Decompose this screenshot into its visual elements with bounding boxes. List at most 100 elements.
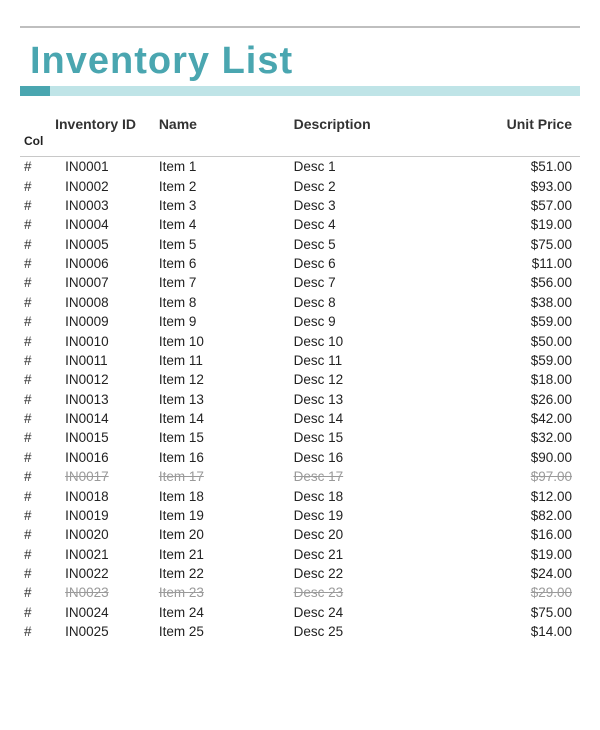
cell-unit-price: $75.00	[466, 235, 580, 254]
cell-inventory-id: IN0016	[51, 448, 155, 467]
row-marker: #	[20, 370, 51, 389]
col-label-text: Col	[24, 134, 43, 148]
cell-name: Item 17	[155, 467, 290, 486]
row-marker: #	[20, 254, 51, 273]
cell-name: Item 18	[155, 486, 290, 505]
table-row: #IN0018Item 18Desc 18$12.00	[20, 486, 580, 505]
cell-inventory-id: IN0015	[51, 428, 155, 447]
cell-description: Desc 6	[290, 254, 466, 273]
table-row: #IN0024Item 24Desc 24$75.00	[20, 603, 580, 622]
cell-inventory-id: IN0012	[51, 370, 155, 389]
cell-inventory-id: IN0021	[51, 545, 155, 564]
cell-inventory-id: IN0017	[51, 467, 155, 486]
row-marker: #	[20, 603, 51, 622]
cell-inventory-id: IN0019	[51, 506, 155, 525]
table-row: #IN0012Item 12Desc 12$18.00	[20, 370, 580, 389]
row-marker: #	[20, 409, 51, 428]
cell-unit-price: $93.00	[466, 176, 580, 195]
cell-unit-price: $51.00	[466, 157, 580, 177]
cell-description: Desc 4	[290, 215, 466, 234]
table-row: #IN0001Item 1Desc 1$51.00	[20, 157, 580, 177]
cell-unit-price: $90.00	[466, 448, 580, 467]
cell-unit-price: $50.00	[466, 331, 580, 350]
cell-name: Item 21	[155, 545, 290, 564]
table-row: #IN0013Item 13Desc 13$26.00	[20, 390, 580, 409]
inventory-list-page: Inventory List Col Inventory ID Name Des…	[0, 0, 600, 653]
cell-name: Item 12	[155, 370, 290, 389]
col-header-id: Inventory ID	[51, 112, 155, 157]
cell-description: Desc 17	[290, 467, 466, 486]
cell-unit-price: $59.00	[466, 351, 580, 370]
col-header-name: Name	[155, 112, 290, 157]
row-marker: #	[20, 176, 51, 195]
cell-name: Item 8	[155, 293, 290, 312]
row-marker: #	[20, 564, 51, 583]
cell-description: Desc 16	[290, 448, 466, 467]
table-body: #IN0001Item 1Desc 1$51.00#IN0002Item 2De…	[20, 157, 580, 642]
cell-name: Item 23	[155, 583, 290, 602]
cell-inventory-id: IN0025	[51, 622, 155, 641]
table-row: #IN0009Item 9Desc 9$59.00	[20, 312, 580, 331]
table-row: #IN0007Item 7Desc 7$56.00	[20, 273, 580, 292]
table-row: #IN0020Item 20Desc 20$16.00	[20, 525, 580, 544]
row-marker: #	[20, 486, 51, 505]
cell-description: Desc 21	[290, 545, 466, 564]
table-row: #IN0023Item 23Desc 23$29.00	[20, 583, 580, 602]
cell-inventory-id: IN0010	[51, 331, 155, 350]
cell-unit-price: $59.00	[466, 312, 580, 331]
cell-unit-price: $12.00	[466, 486, 580, 505]
cell-name: Item 16	[155, 448, 290, 467]
cell-unit-price: $18.00	[466, 370, 580, 389]
cell-description: Desc 14	[290, 409, 466, 428]
cell-unit-price: $82.00	[466, 506, 580, 525]
cell-description: Desc 18	[290, 486, 466, 505]
table-row: #IN0025Item 25Desc 25$14.00	[20, 622, 580, 641]
row-marker: #	[20, 428, 51, 447]
cell-inventory-id: IN0002	[51, 176, 155, 195]
cell-unit-price: $14.00	[466, 622, 580, 641]
cell-inventory-id: IN0013	[51, 390, 155, 409]
title-banner: Inventory List	[20, 26, 580, 106]
cell-inventory-id: IN0011	[51, 351, 155, 370]
row-marker: #	[20, 525, 51, 544]
cell-unit-price: $75.00	[466, 603, 580, 622]
cell-description: Desc 9	[290, 312, 466, 331]
table-row: #IN0017Item 17Desc 17$97.00	[20, 467, 580, 486]
cell-name: Item 9	[155, 312, 290, 331]
cell-unit-price: $26.00	[466, 390, 580, 409]
row-marker: #	[20, 273, 51, 292]
cell-description: Desc 8	[290, 293, 466, 312]
table-row: #IN0011Item 11Desc 11$59.00	[20, 351, 580, 370]
cell-inventory-id: IN0023	[51, 583, 155, 602]
cell-unit-price: $11.00	[466, 254, 580, 273]
table-row: #IN0016Item 16Desc 16$90.00	[20, 448, 580, 467]
table-row: #IN0003Item 3Desc 3$57.00	[20, 196, 580, 215]
cell-description: Desc 20	[290, 525, 466, 544]
cell-name: Item 14	[155, 409, 290, 428]
row-marker: #	[20, 196, 51, 215]
cell-name: Item 7	[155, 273, 290, 292]
table-row: #IN0019Item 19Desc 19$82.00	[20, 506, 580, 525]
table-row: #IN0002Item 2Desc 2$93.00	[20, 176, 580, 195]
table-row: #IN0010Item 10Desc 10$50.00	[20, 331, 580, 350]
cell-inventory-id: IN0024	[51, 603, 155, 622]
cell-name: Item 6	[155, 254, 290, 273]
cell-unit-price: $42.00	[466, 409, 580, 428]
cell-name: Item 10	[155, 331, 290, 350]
row-marker: #	[20, 622, 51, 641]
cell-description: Desc 15	[290, 428, 466, 447]
cell-inventory-id: IN0020	[51, 525, 155, 544]
cell-unit-price: $16.00	[466, 525, 580, 544]
page-title: Inventory List	[30, 40, 293, 83]
cell-name: Item 1	[155, 157, 290, 177]
cell-name: Item 4	[155, 215, 290, 234]
col-header-price: Unit Price	[466, 112, 580, 157]
cell-inventory-id: IN0007	[51, 273, 155, 292]
cell-description: Desc 25	[290, 622, 466, 641]
cell-inventory-id: IN0018	[51, 486, 155, 505]
cell-name: Item 22	[155, 564, 290, 583]
row-marker: #	[20, 467, 51, 486]
table-row: #IN0022Item 22Desc 22$24.00	[20, 564, 580, 583]
cell-description: Desc 22	[290, 564, 466, 583]
cell-unit-price: $19.00	[466, 545, 580, 564]
